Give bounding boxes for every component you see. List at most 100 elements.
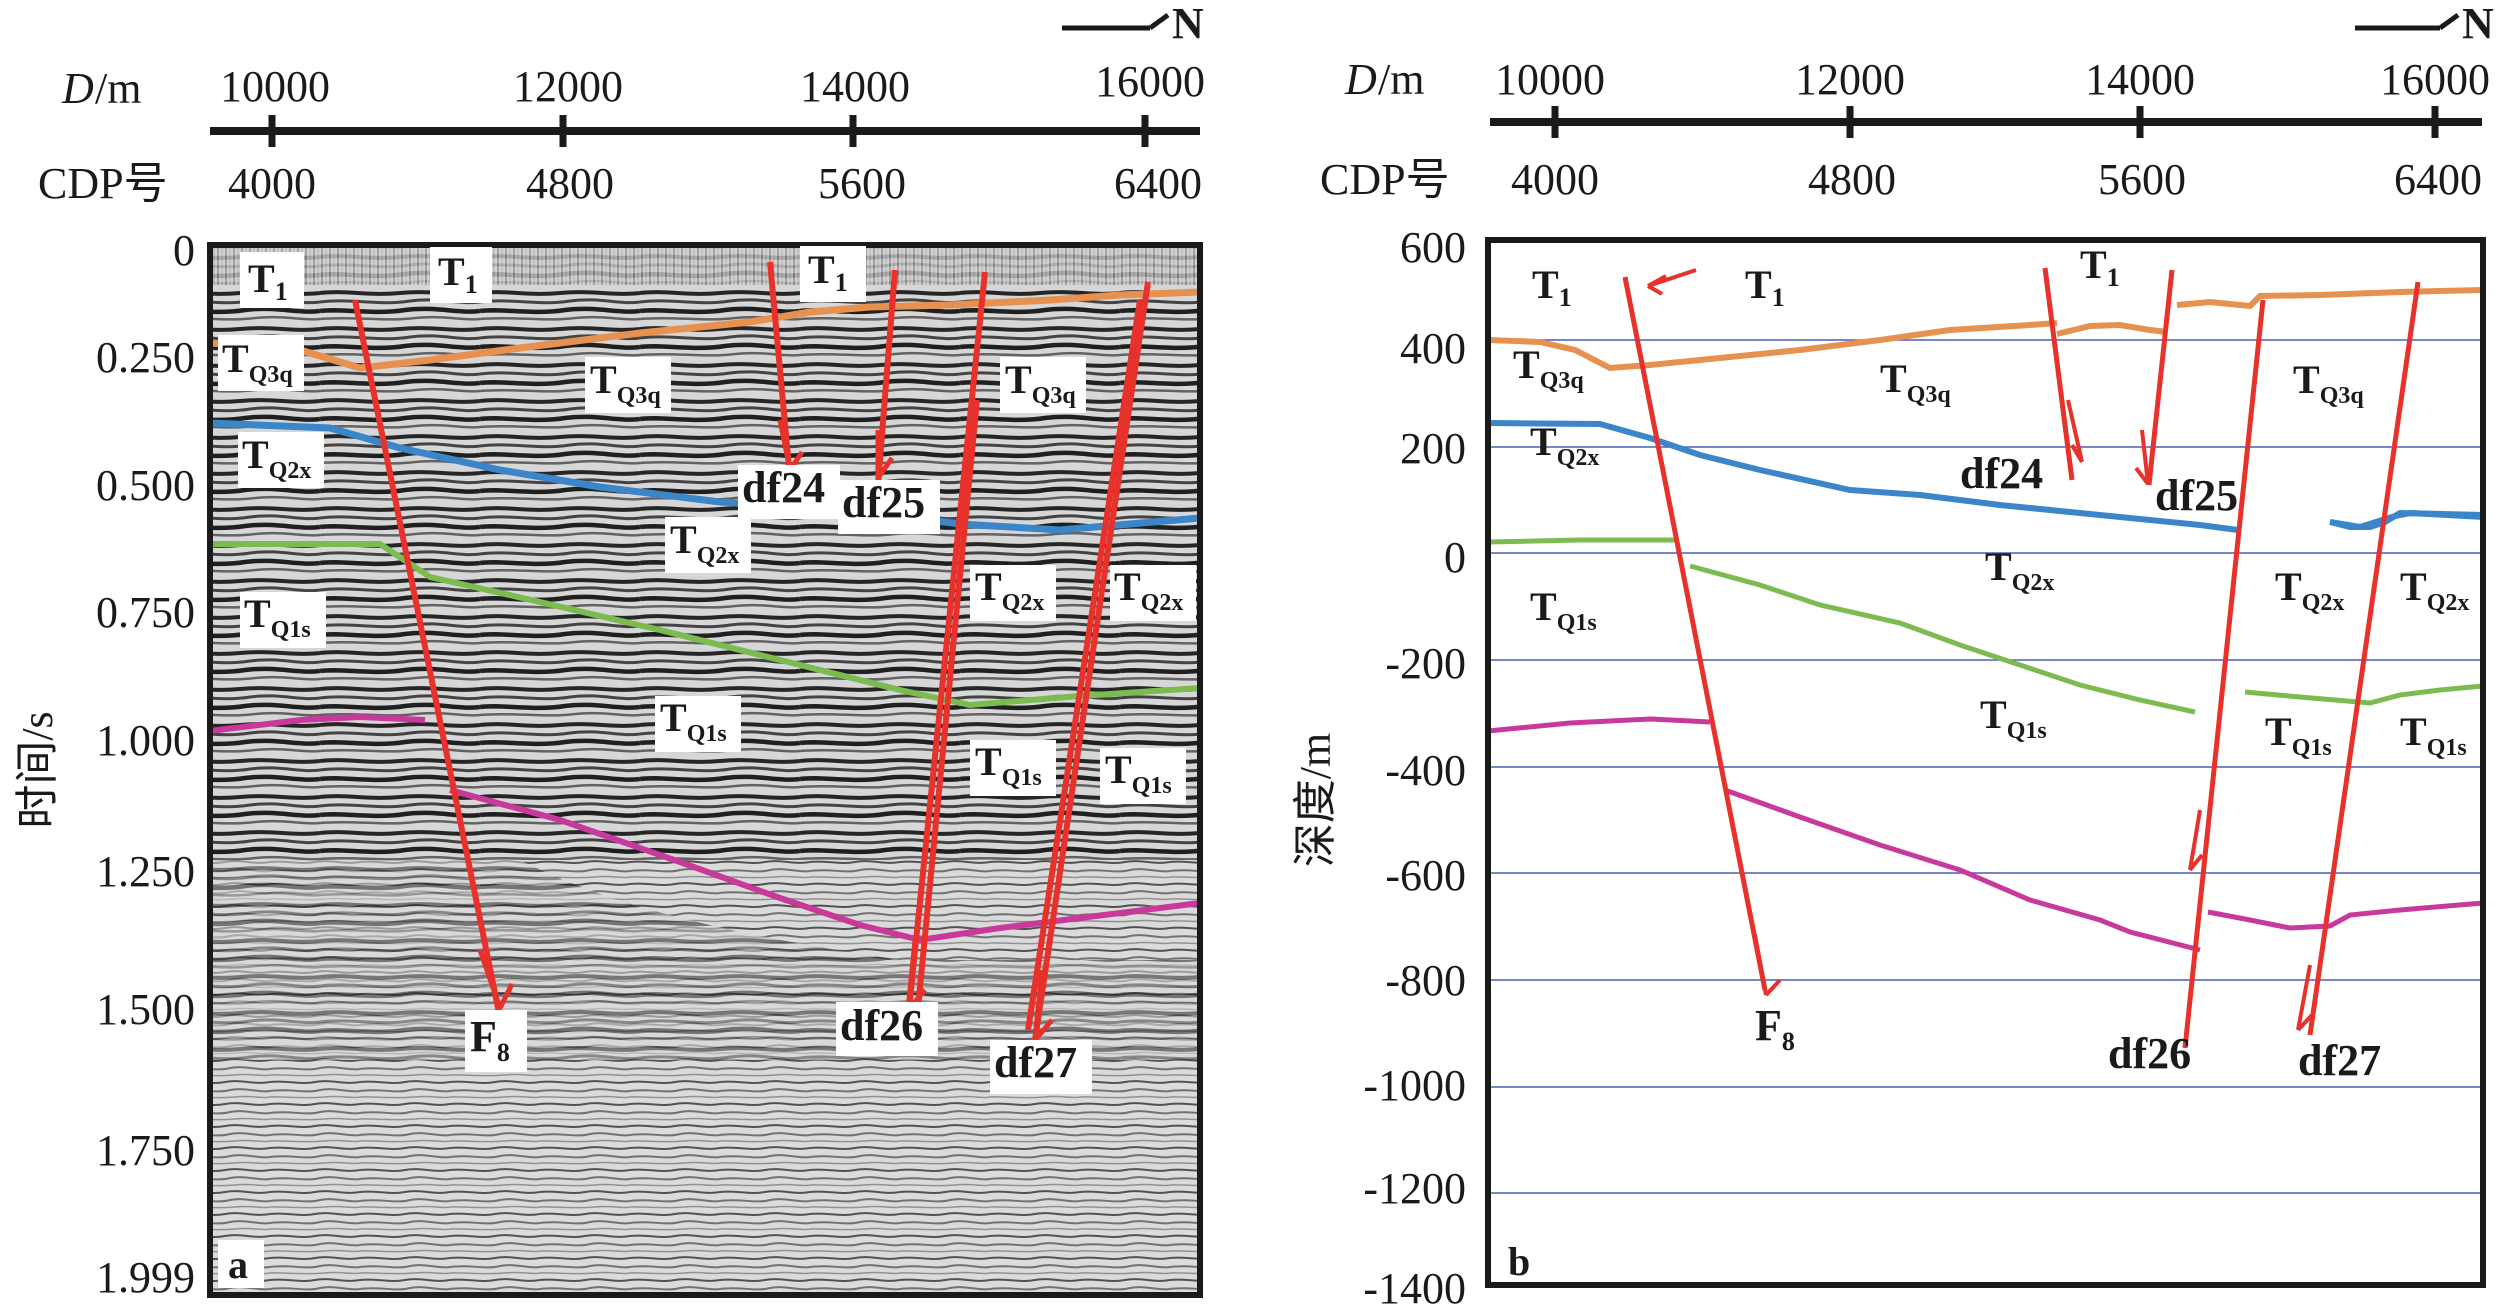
distance-tick-label: 12000 <box>513 62 623 111</box>
horizon-label-tq3q: TQ3q <box>590 357 661 409</box>
y-tick-label: 0.500 <box>96 461 195 510</box>
y-tick-label: -600 <box>1385 851 1466 900</box>
horizon-labels-b: T1 T1 T1 TQ3q TQ3q TQ3q TQ2x TQ2x TQ2x T… <box>1513 242 2469 761</box>
y-tick-label: -800 <box>1385 956 1466 1005</box>
panel-b-letter: b <box>1508 1239 1530 1284</box>
y-axis-b: 600 400 200 0 -200 -400 -600 -800 -1000 … <box>1291 223 1466 1309</box>
fault-label-df26: df26 <box>840 1001 923 1050</box>
horizon-base-line <box>1487 716 1711 734</box>
distance-axis-unit: /m <box>95 64 141 113</box>
cdp-axis-label: CDP号 <box>1320 155 1450 204</box>
horizon-label-tq2x: TQ2x <box>2400 564 2469 616</box>
horizon-label-tq3q: TQ3q <box>222 336 293 388</box>
horizon-t1-line <box>209 288 1201 372</box>
horizon-label-tq2x: TQ2x <box>242 432 311 484</box>
fault-label-df24: df24 <box>742 463 825 512</box>
north-arrow-a: N <box>1062 0 1204 48</box>
y-tick-label: 400 <box>1400 324 1466 373</box>
y-tick-label: 200 <box>1400 424 1466 473</box>
y-tick-label: -400 <box>1385 746 1466 795</box>
horizon-label-tq1s: TQ1s <box>1530 584 1597 636</box>
horizon-label-t1: T1 <box>2080 242 2120 292</box>
y-tick-label: -1400 <box>1363 1264 1466 1309</box>
distance-tick-label: 10000 <box>1495 55 1605 104</box>
y-axis-title: 深度/m <box>1291 733 1340 867</box>
fault-label-df24: df24 <box>1960 449 2043 498</box>
horizon-label-tq1s: TQ1s <box>1105 747 1172 799</box>
fault-df26-trace-2 <box>915 399 980 1009</box>
horizon-label-t1: T1 <box>438 249 478 299</box>
panel-b-frame <box>1485 237 2486 1288</box>
y-tick-label: 1.000 <box>96 716 195 765</box>
fault-df25-trace <box>875 269 898 486</box>
fault-label-df26: df26 <box>2108 1029 2191 1078</box>
y-tick-label: 1.750 <box>96 1126 195 1175</box>
y-axis-a: 0 0.250 0.500 0.750 1.000 1.250 1.500 1.… <box>13 226 195 1302</box>
fault-df27-trace-2 <box>1025 299 1143 1031</box>
fault-label-df25: df25 <box>2155 471 2238 520</box>
cdp-tick-label: 4800 <box>1808 155 1896 204</box>
horizon-label-t1: T1 <box>808 247 848 297</box>
fault-label-f8: F8 <box>1755 1001 1795 1056</box>
fault-arrows-a <box>477 419 1054 1042</box>
y-tick-label: 1.250 <box>96 847 195 896</box>
fault-label-df27: df27 <box>2298 1036 2381 1085</box>
horizon-tq1s-line <box>2244 683 2484 706</box>
distance-tick-label: 14000 <box>2085 55 2195 104</box>
scale-bar-b: D /m 10000 12000 14000 16000 CDP号 4000 4… <box>1320 55 2490 204</box>
y-tick-label: 0 <box>173 226 195 275</box>
horizon-label-t1: T1 <box>1532 262 1572 312</box>
horizon-label-tq3q: TQ3q <box>2293 357 2364 409</box>
horizon-label-tq1s: TQ1s <box>244 591 311 643</box>
y-axis-title: 时间/s <box>13 711 62 828</box>
fault-df26-trace <box>905 271 988 1019</box>
horizon-tq2x-line <box>1487 420 2239 533</box>
panel-b-depth-section: N D /m 10000 12000 14000 16000 CDP号 4000… <box>1291 0 2494 1309</box>
horizon-label-tq2x: TQ2x <box>1114 564 1183 616</box>
fault-label-f8: F8 <box>470 1012 510 1067</box>
horizon-tq1s-line <box>1689 563 2196 715</box>
fault-label-df27: df27 <box>994 1038 1077 1087</box>
cdp-tick-label: 4800 <box>526 159 614 208</box>
panel-a-time-section: N D /m 10000 12000 14000 16000 CDP号 4000… <box>13 0 1205 1302</box>
distance-tick-label: 16000 <box>2380 55 2490 104</box>
horizon-label-tq1s: TQ1s <box>660 695 727 747</box>
horizon-base-line <box>2207 900 2484 931</box>
horizon-label-tq1s: TQ1s <box>1980 692 2047 744</box>
fault-f8-trace <box>352 299 503 1019</box>
distance-axis-label: D <box>61 64 94 113</box>
cdp-tick-label: 5600 <box>2098 155 2186 204</box>
fault-labels-b: F8 df24 df25 df26 df27 <box>1755 449 2381 1085</box>
y-tick-label: -1200 <box>1363 1164 1466 1213</box>
y-tick-label: 0 <box>1444 533 1466 582</box>
y-tick-label: 1.500 <box>96 985 195 1034</box>
y-tick-label: 600 <box>1400 223 1466 272</box>
distance-tick-label: 12000 <box>1795 55 1905 104</box>
cdp-tick-label: 4000 <box>228 159 316 208</box>
horizon-label-t1: T1 <box>248 256 288 306</box>
fault-labels-a: F8 df24 df25 df26 df27 <box>465 463 1092 1094</box>
north-arrow-b: N <box>2355 0 2494 48</box>
horizon-t1-line <box>1487 320 2058 372</box>
horizon-label-tq3q: TQ3q <box>1005 357 1076 409</box>
y-tick-label: -200 <box>1385 639 1466 688</box>
cdp-tick-label: 6400 <box>2394 155 2482 204</box>
horizon-label-tq2x: TQ2x <box>1530 419 1599 471</box>
y-tick-label: 0.750 <box>96 588 195 637</box>
horizon-label-tq1s: TQ1s <box>2400 709 2467 761</box>
horizon-base-line-left <box>209 713 426 734</box>
scale-bar-a: D /m 10000 12000 14000 16000 CDP号 4000 4… <box>38 57 1205 208</box>
fault-df24-trace <box>2042 267 2075 481</box>
cdp-axis-label: CDP号 <box>38 159 168 208</box>
horizon-tq2x-line <box>2329 509 2484 531</box>
fault-label-df25: df25 <box>842 478 925 527</box>
horizon-t1-line <box>2176 287 2484 310</box>
fault-f8-trace <box>1622 276 1768 991</box>
y-tick-label: 1.999 <box>96 1253 195 1302</box>
horizon-labels-a: T1 T1 T1 TQ3q TQ3q TQ3q TQ2x TQ2x TQ2x T… <box>218 246 1196 804</box>
panel-a-letter: a <box>228 1242 248 1287</box>
cdp-tick-label: 5600 <box>818 159 906 208</box>
panel-a-frame <box>207 242 1203 1298</box>
horizon-label-t1: T1 <box>1745 262 1785 312</box>
horizon-label-tq3q: TQ3q <box>1513 342 1584 394</box>
